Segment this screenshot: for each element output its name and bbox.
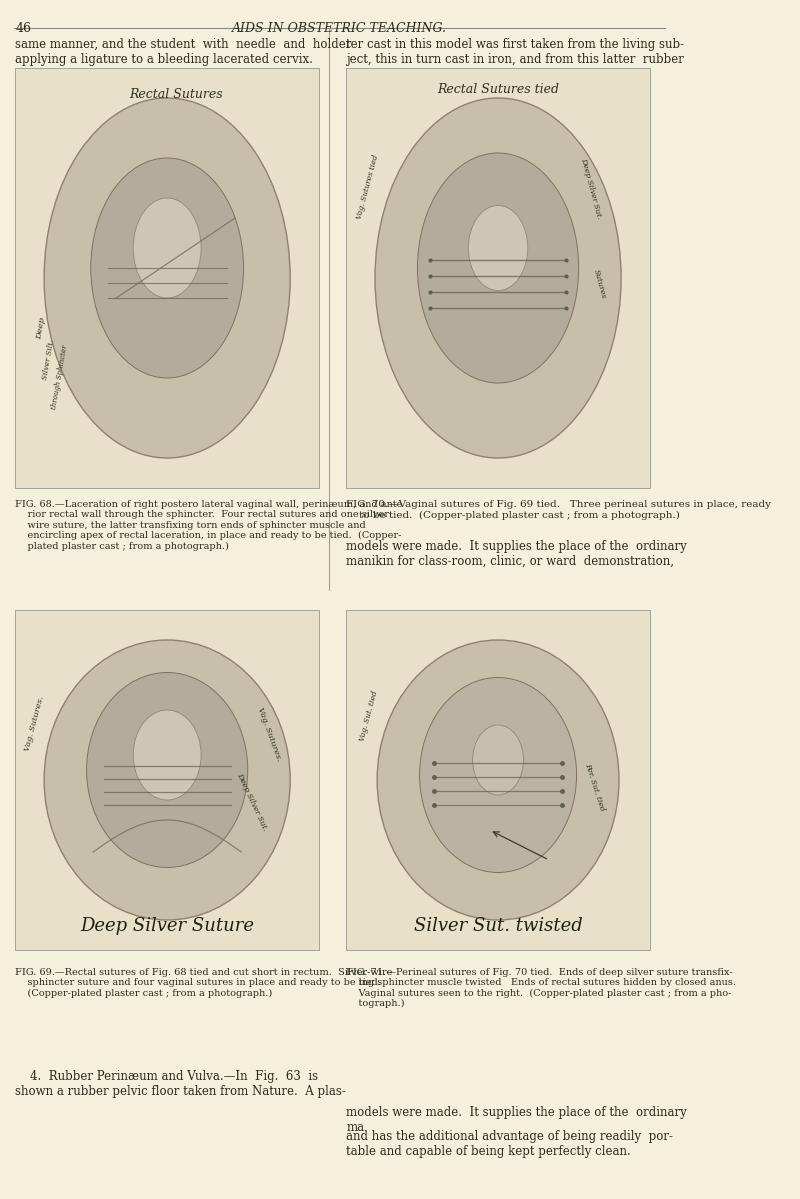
Ellipse shape — [418, 153, 578, 382]
Text: models were made.  It supplies the place of the  ordinary
ma: models were made. It supplies the place … — [346, 1105, 687, 1134]
Text: Deep Silver Suture: Deep Silver Suture — [80, 917, 254, 935]
Ellipse shape — [419, 677, 577, 873]
Text: Deep Silver Sut.: Deep Silver Sut. — [235, 771, 269, 832]
Ellipse shape — [473, 725, 523, 795]
Text: Silver Sut. twisted: Silver Sut. twisted — [414, 917, 582, 935]
Text: same manner, and the student  with  needle  and  holder
applying a ligature to a: same manner, and the student with needle… — [15, 38, 352, 66]
Text: AIDS IN OBSTETRIC TEACHING.: AIDS IN OBSTETRIC TEACHING. — [232, 22, 447, 35]
Text: FIG. 68.—Laceration of right postero lateral vaginal wall, perinæum, and ante
  : FIG. 68.—Laceration of right postero lat… — [15, 500, 402, 550]
Text: FIG. 69.—Rectal sutures of Fig. 68 tied and cut short in rectum.  Silver-wire
  : FIG. 69.—Rectal sutures of Fig. 68 tied … — [15, 968, 393, 998]
Ellipse shape — [86, 673, 248, 868]
Text: Vag. Sutures.: Vag. Sutures. — [23, 695, 46, 752]
Text: models were made.  It supplies the place of the  ordinary
manikin for class-room: models were made. It supplies the place … — [346, 540, 687, 568]
Text: Deep Silver Sut.: Deep Silver Sut. — [578, 157, 602, 219]
Ellipse shape — [134, 198, 201, 299]
Text: Vag. Sut. tied: Vag. Sut. tied — [358, 689, 379, 742]
Ellipse shape — [468, 205, 528, 290]
Text: Per. Sut. tied: Per. Sut. tied — [583, 763, 606, 812]
Ellipse shape — [134, 710, 201, 800]
Text: Rectal Sutures: Rectal Sutures — [129, 88, 222, 101]
Text: FIG. 70.—Vaginal sutures of Fig. 69 tied.   Three perineal sutures in place, rea: FIG. 70.—Vaginal sutures of Fig. 69 tied… — [346, 500, 771, 519]
Bar — [15, 68, 319, 488]
Bar — [15, 610, 319, 950]
Text: Sutures: Sutures — [591, 269, 607, 300]
Ellipse shape — [375, 98, 621, 458]
Text: FIG. 71.—Perineal sutures of Fig. 70 tied.  Ends of deep silver suture transfix-: FIG. 71.—Perineal sutures of Fig. 70 tie… — [346, 968, 736, 1008]
Text: and has the additional advantage of being readily  por-
table and capable of bei: and has the additional advantage of bein… — [346, 1129, 673, 1158]
Text: ter cast in this model was first taken from the living sub-
ject, this in turn c: ter cast in this model was first taken f… — [346, 38, 684, 66]
Text: Rectal Sutures tied: Rectal Sutures tied — [437, 83, 559, 96]
Text: Vag. Sutures.: Vag. Sutures. — [256, 706, 283, 763]
Text: through Sphincter: through Sphincter — [50, 344, 70, 410]
Bar — [346, 610, 650, 950]
Ellipse shape — [44, 98, 290, 458]
Text: Vag. Sutures tied: Vag. Sutures tied — [355, 153, 381, 219]
Ellipse shape — [44, 640, 290, 920]
Text: Silver Silt.: Silver Silt. — [42, 338, 57, 380]
Bar — [346, 68, 650, 488]
Ellipse shape — [90, 158, 243, 378]
Text: 4.  Rubber Perinæum and Vulva.—In  Fig.  63  is
shown a rubber pelvic floor take: 4. Rubber Perinæum and Vulva.—In Fig. 63… — [15, 1070, 346, 1098]
Ellipse shape — [377, 640, 619, 920]
Text: 46: 46 — [15, 22, 31, 35]
Text: Deep: Deep — [36, 317, 47, 341]
